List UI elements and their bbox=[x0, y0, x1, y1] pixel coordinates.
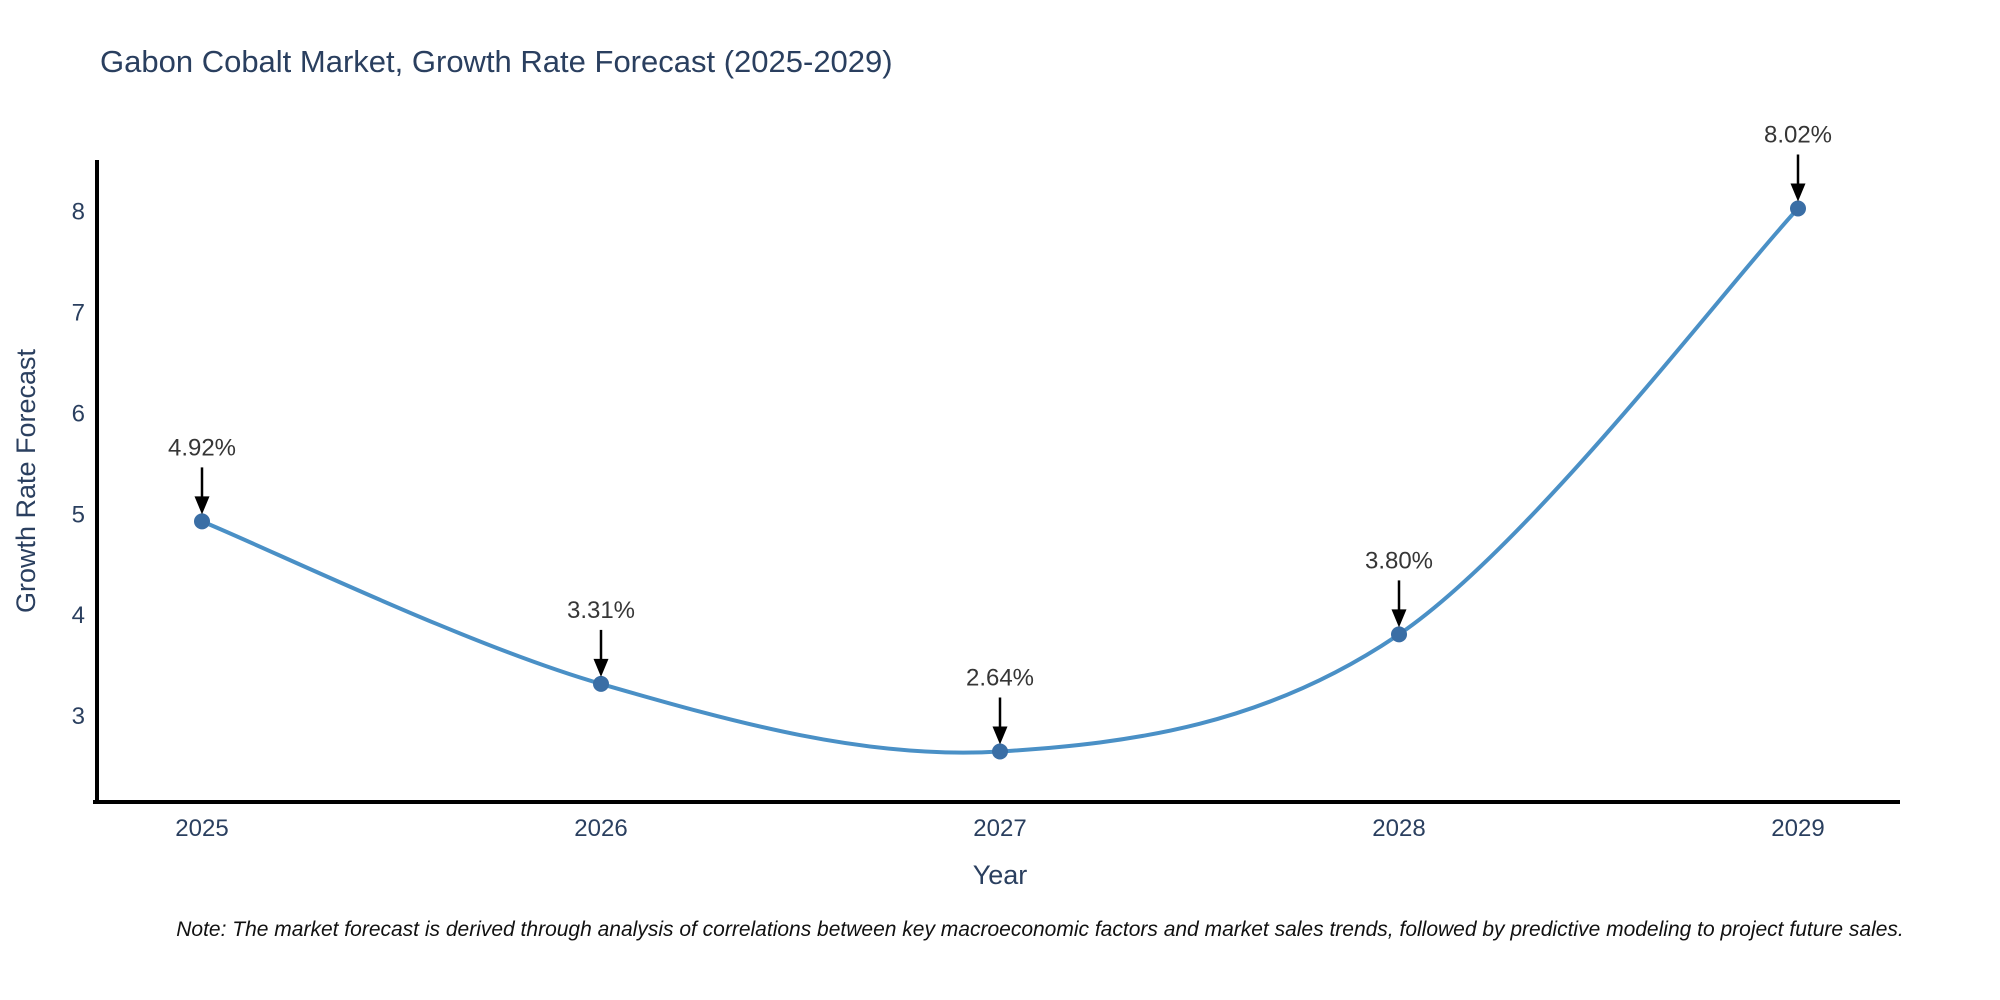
annotation-arrow-head bbox=[1391, 609, 1407, 628]
x-tick-label: 2026 bbox=[574, 815, 627, 842]
annotation-label: 4.92% bbox=[168, 434, 236, 461]
series-line bbox=[200, 206, 1800, 755]
annotation-label: 3.31% bbox=[567, 597, 635, 624]
data-point-marker bbox=[593, 675, 609, 692]
chart-title: Gabon Cobalt Market, Growth Rate Forecas… bbox=[100, 44, 893, 79]
x-tick-label: 2027 bbox=[973, 815, 1026, 842]
data-point-marker bbox=[1790, 200, 1806, 217]
data-point-marker bbox=[992, 743, 1008, 760]
y-axis-title: Growth Rate Forecast bbox=[11, 348, 41, 614]
annotation-arrow-head bbox=[992, 726, 1008, 745]
y-tick-label: 3 bbox=[72, 703, 85, 730]
y-tick-label: 4 bbox=[72, 602, 85, 629]
annotation-arrow-head bbox=[194, 496, 210, 515]
annotation-label: 8.02% bbox=[1764, 122, 1832, 149]
data-point-marker bbox=[194, 513, 210, 530]
annotation-arrow-head bbox=[593, 658, 609, 677]
y-tick-label: 8 bbox=[72, 198, 85, 225]
x-tick-label: 2025 bbox=[175, 815, 228, 842]
x-axis-title: Year bbox=[972, 860, 1028, 890]
y-tick-label: 6 bbox=[72, 400, 85, 427]
y-tick-label: 5 bbox=[72, 501, 85, 528]
annotation-label: 2.64% bbox=[966, 665, 1034, 692]
x-tick-label: 2028 bbox=[1372, 815, 1425, 842]
annotation-label: 3.80% bbox=[1365, 547, 1433, 574]
y-tick-label: 7 bbox=[72, 299, 85, 326]
annotation-arrow-head bbox=[1790, 183, 1806, 202]
x-tick-label: 2029 bbox=[1771, 815, 1824, 842]
data-point-marker bbox=[1391, 626, 1407, 643]
footnote: Note: The market forecast is derived thr… bbox=[176, 918, 1904, 941]
